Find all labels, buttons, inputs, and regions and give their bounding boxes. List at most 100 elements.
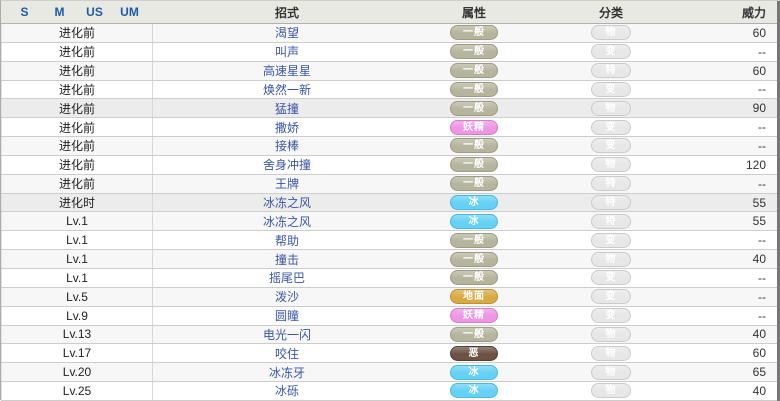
table-row: 进化前 猛撞 一般 物 90	[1, 99, 780, 119]
power-value: 55	[752, 195, 766, 210]
type-badge[interactable]: 冰	[450, 364, 498, 380]
type-badge[interactable]: 冰	[450, 195, 498, 211]
table-header: S M US UM 招式 属性 分类 威力	[1, 1, 780, 24]
table-row: 进化前 叫声 一般 变 --	[1, 42, 780, 62]
category-badge[interactable]: 变	[591, 81, 631, 97]
type-badge[interactable]: 冰	[450, 213, 498, 229]
category-badge[interactable]: 变	[591, 232, 631, 248]
table-row: Lv.5 泼沙 地面 变 --	[1, 287, 780, 307]
category-cell: 变	[527, 308, 695, 324]
move-source: Lv.1	[1, 250, 153, 268]
category-badge[interactable]: 特	[591, 63, 631, 79]
move-link[interactable]: 冰冻之风	[262, 196, 311, 211]
power-value: --	[758, 233, 766, 248]
move-link[interactable]: 冰冻牙	[268, 365, 305, 380]
version-col-header[interactable]: M	[54, 5, 65, 19]
move-cell: 冰冻之风	[153, 213, 421, 230]
move-link[interactable]: 泼沙	[274, 290, 299, 305]
move-link[interactable]: 撒娇	[274, 120, 299, 135]
type-badge[interactable]: 一般	[450, 81, 498, 97]
move-link[interactable]: 摇尾巴	[268, 271, 305, 286]
table-row: 进化前 撒娇 妖精 变 --	[1, 118, 780, 138]
type-badge[interactable]: 一般	[450, 157, 498, 173]
move-cell: 冰砾	[153, 382, 421, 399]
move-link[interactable]: 电光一闪	[262, 327, 311, 342]
table-row: 进化前 渴望 一般 物 60	[1, 24, 780, 43]
category-cell: 物	[527, 326, 695, 342]
category-badge[interactable]: 变	[591, 270, 631, 286]
move-source: Lv.25	[1, 382, 153, 400]
power-value: --	[758, 308, 766, 323]
type-badge[interactable]: 妖精	[450, 308, 498, 324]
move-source: 进化前	[1, 155, 153, 174]
type-badge[interactable]: 一般	[450, 270, 498, 286]
category-badge[interactable]: 物	[591, 326, 631, 342]
type-badge[interactable]: 一般	[450, 44, 498, 60]
category-badge[interactable]: 变	[591, 44, 631, 60]
type-cell: 妖精	[421, 308, 527, 324]
type-badge[interactable]: 冰	[450, 383, 498, 399]
category-badge[interactable]: 变	[591, 308, 631, 324]
power-value: --	[758, 82, 766, 97]
col-header-category: 分类	[598, 5, 623, 20]
type-badge[interactable]: 一般	[450, 176, 498, 192]
category-cell: 特	[527, 176, 695, 192]
category-badge[interactable]: 变	[591, 289, 631, 305]
category-badge[interactable]: 特	[591, 213, 631, 229]
category-badge[interactable]: 特	[591, 176, 631, 192]
type-badge[interactable]: 恶	[450, 345, 498, 361]
move-link[interactable]: 焕然一新	[262, 82, 311, 97]
move-link[interactable]: 冰冻之风	[262, 214, 311, 229]
move-link[interactable]: 王牌	[274, 177, 299, 192]
move-link[interactable]: 撞击	[274, 252, 299, 267]
move-link[interactable]: 咬住	[274, 346, 299, 361]
power-value: 40	[752, 383, 766, 398]
category-cell: 物	[527, 157, 695, 173]
type-badge[interactable]: 一般	[450, 232, 498, 248]
move-cell: 渴望	[153, 24, 421, 41]
type-badge[interactable]: 一般	[450, 326, 498, 342]
move-link[interactable]: 猛撞	[274, 101, 299, 116]
type-badge[interactable]: 一般	[450, 25, 498, 41]
move-link[interactable]: 圆瞳	[274, 309, 299, 324]
type-badge[interactable]: 妖精	[450, 119, 498, 135]
category-badge[interactable]: 变	[591, 119, 631, 135]
category-cell: 变	[527, 232, 695, 248]
category-badge[interactable]: 变	[591, 138, 631, 154]
type-badge[interactable]: 一般	[450, 63, 498, 79]
power-value: 60	[752, 25, 766, 40]
type-badge[interactable]: 一般	[450, 138, 498, 154]
type-badge[interactable]: 一般	[450, 100, 498, 116]
category-badge[interactable]: 物	[591, 345, 631, 361]
move-link[interactable]: 高速星星	[262, 64, 311, 79]
move-cell: 摇尾巴	[153, 269, 421, 286]
move-link[interactable]: 叫声	[274, 45, 299, 60]
type-cell: 一般	[421, 44, 527, 60]
category-badge[interactable]: 物	[591, 100, 631, 116]
version-col-header[interactable]: US	[86, 5, 103, 19]
category-cell: 物	[527, 100, 695, 116]
type-cell: 一般	[421, 270, 527, 286]
category-badge[interactable]: 特	[591, 195, 631, 211]
category-badge[interactable]: 物	[591, 383, 631, 399]
scrollbar[interactable]	[777, 1, 780, 401]
version-col-header[interactable]: S	[20, 5, 29, 19]
power-value: --	[758, 138, 766, 153]
type-badge[interactable]: 一般	[450, 251, 498, 267]
version-col-header[interactable]: UM	[120, 5, 139, 19]
move-cell: 电光一闪	[153, 326, 421, 343]
table-row: Lv.1 帮助 一般 变 --	[1, 231, 780, 251]
move-link[interactable]: 舍身冲撞	[262, 158, 311, 173]
category-badge[interactable]: 物	[591, 251, 631, 267]
category-badge[interactable]: 物	[591, 364, 631, 380]
move-link[interactable]: 渴望	[274, 26, 299, 41]
type-cell: 一般	[421, 63, 527, 79]
category-badge[interactable]: 物	[591, 157, 631, 173]
move-link[interactable]: 冰砾	[274, 384, 299, 399]
type-badge[interactable]: 地面	[450, 289, 498, 305]
power-value: 90	[752, 101, 766, 116]
move-link[interactable]: 接棒	[274, 139, 299, 154]
category-badge[interactable]: 物	[591, 25, 631, 41]
move-link[interactable]: 帮助	[274, 233, 299, 248]
